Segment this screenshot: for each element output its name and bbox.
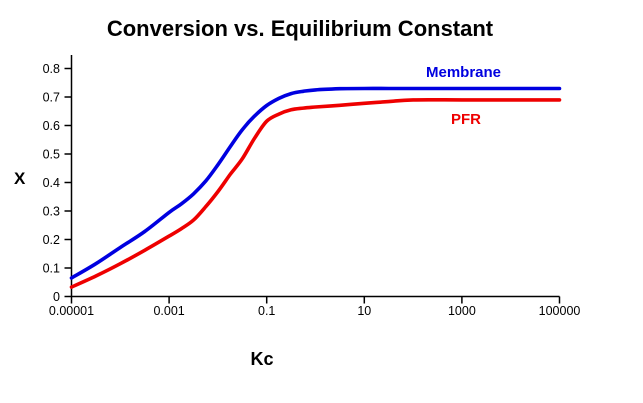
y-tick-label: 0.3 [43, 205, 60, 219]
y-tick-label: 0.2 [43, 233, 60, 247]
y-axis-title: X [14, 169, 26, 188]
x-axis-title: Kc [250, 349, 274, 369]
y-tick-label: 0 [53, 290, 60, 304]
x-tick-label: 1000 [448, 304, 476, 318]
x-tick-label: 10 [357, 304, 371, 318]
chart-title: Conversion vs. Equilibrium Constant [106, 16, 494, 41]
y-tick-label: 0.7 [43, 91, 60, 105]
y-tick-label: 0.1 [43, 262, 60, 276]
x-tick-label: 0.1 [258, 304, 275, 318]
x-tick-label: 0.00001 [49, 304, 94, 318]
membrane-curve [69, 86, 562, 280]
x-tick-label: 0.001 [153, 304, 184, 318]
pfr-series-label: PFR [451, 111, 481, 128]
y-tick-label: 0.5 [43, 148, 60, 162]
y-tick-label: 0.6 [43, 119, 60, 133]
membrane-series-label: Membrane [426, 64, 502, 81]
pfr-curve [69, 97, 562, 289]
x-tick-label: 100000 [539, 304, 581, 318]
y-tick-label: 0.4 [43, 176, 60, 190]
y-tick-label: 0.8 [43, 62, 60, 76]
